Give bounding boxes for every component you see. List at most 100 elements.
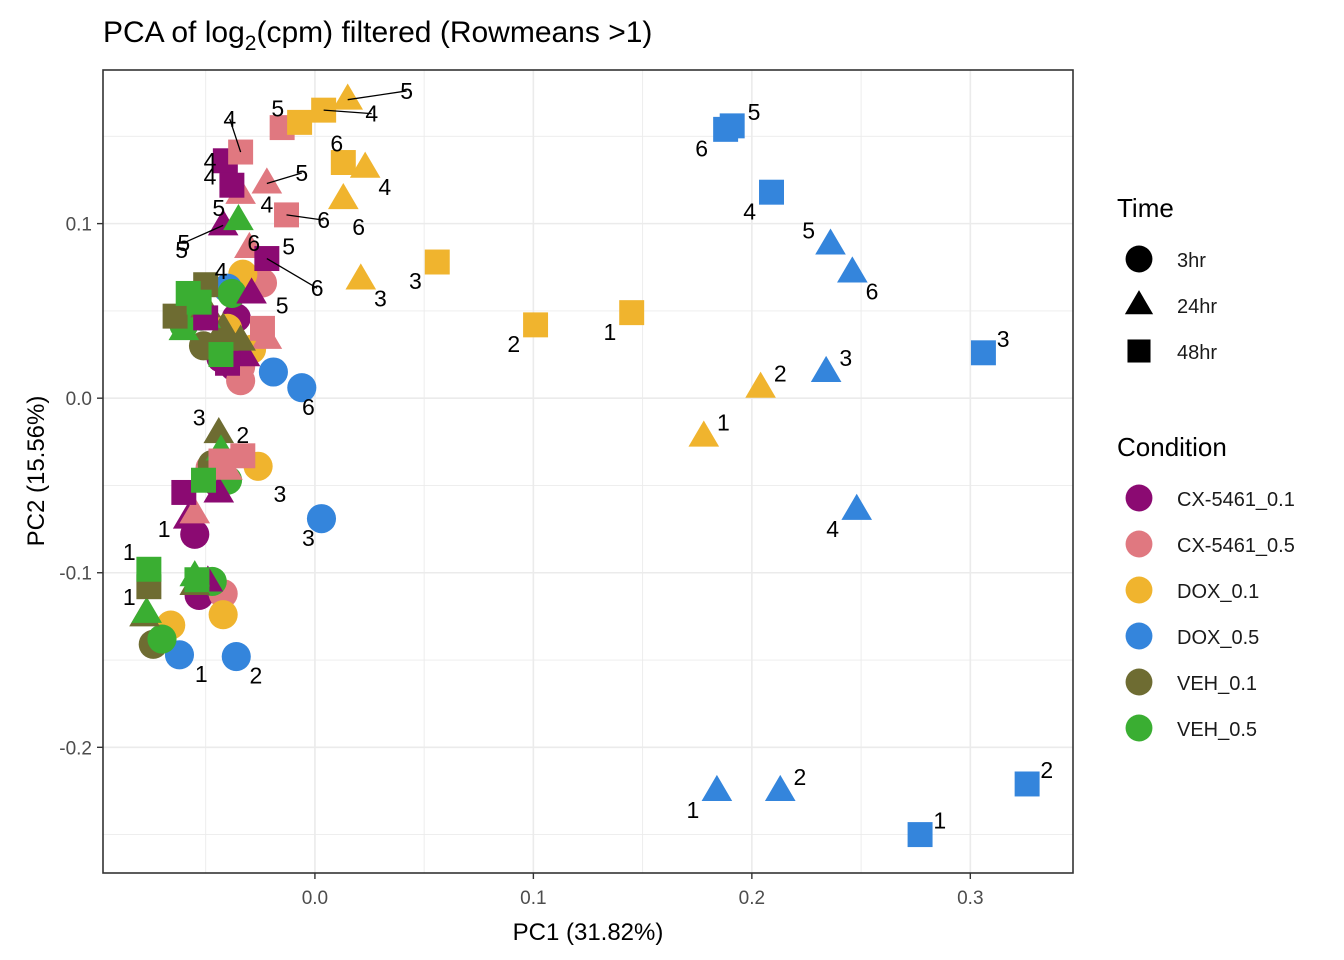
chart-title-subscript: 2 <box>245 32 257 55</box>
data-point <box>287 373 317 403</box>
data-point <box>251 167 283 194</box>
data-point <box>136 556 162 582</box>
data-point <box>179 497 211 524</box>
point-label: 4 <box>223 106 236 132</box>
point-label: 6 <box>317 207 330 233</box>
point-label: 5 <box>177 230 190 256</box>
data-point <box>349 151 381 178</box>
point-label: 2 <box>507 331 520 357</box>
data-point <box>186 289 212 315</box>
data-point <box>907 822 933 848</box>
point-label: 5 <box>295 160 308 186</box>
data-point <box>713 116 739 142</box>
point-label: 2 <box>774 361 787 387</box>
legend-condition-key <box>1125 714 1153 742</box>
x-tick-label: 0.3 <box>957 888 983 909</box>
point-label: 5 <box>748 99 761 125</box>
x-axis-title: PC1 (31.82%) <box>513 919 664 946</box>
data-point <box>841 493 873 520</box>
legend-time-key <box>1127 339 1151 363</box>
label-leader-line <box>229 118 242 153</box>
point-label: 6 <box>352 214 365 240</box>
legend-time-label: 48hr <box>1177 342 1217 364</box>
x-axis-ticks: 0.0 0.1 0.2 0.3 <box>302 873 984 909</box>
y-axis-ticks: -0.2 -0.1 0.0 0.1 <box>59 215 103 759</box>
label-leader-line <box>266 257 318 289</box>
data-point <box>424 249 450 275</box>
point-label: 2 <box>250 663 263 689</box>
chart-title-rest: (cpm) filtered (Rowmeans >1) <box>256 16 652 49</box>
legend-time: Time 3hr 24hr 48hr <box>1117 193 1217 364</box>
data-point <box>184 567 210 593</box>
data-point <box>207 312 239 339</box>
point-label: 4 <box>365 101 378 127</box>
data-point <box>330 150 356 175</box>
x-tick-label: 0.2 <box>739 888 765 909</box>
data-point <box>759 179 784 205</box>
data-point <box>764 774 796 801</box>
legend-condition-key <box>1125 622 1153 650</box>
data-point <box>131 596 163 623</box>
point-label: 5 <box>802 218 815 244</box>
data-point <box>147 624 177 654</box>
point-label: 3 <box>193 404 206 430</box>
point-label: 3 <box>302 525 315 551</box>
point-label: 3 <box>374 286 387 312</box>
point-label: 6 <box>311 275 324 301</box>
data-point <box>208 342 234 368</box>
data-point <box>236 277 267 304</box>
point-label: 5 <box>400 78 413 104</box>
point-label: 2 <box>1040 757 1053 783</box>
legend-condition-label: CX-5461_0.1 <box>1177 489 1295 511</box>
data-point <box>230 443 256 469</box>
data-point <box>258 357 288 387</box>
legend-condition-key <box>1125 484 1153 512</box>
point-label: 1 <box>603 319 616 345</box>
data-points <box>129 83 1040 848</box>
panel-border <box>102 69 1074 874</box>
point-label: 6 <box>247 230 260 256</box>
point-label: 5 <box>282 233 295 259</box>
point-label: 5 <box>175 237 188 263</box>
legend-condition-key <box>1125 576 1153 604</box>
data-point <box>745 371 776 398</box>
point-label: 1 <box>933 808 946 834</box>
label-leader-line <box>183 224 224 244</box>
legend-time-key <box>1124 290 1154 315</box>
data-point <box>815 228 846 255</box>
data-point <box>208 600 238 630</box>
data-point <box>203 416 235 444</box>
data-point <box>219 172 245 198</box>
point-label: 5 <box>276 293 289 319</box>
label-leader-line <box>347 90 407 101</box>
data-point <box>332 83 363 110</box>
data-point <box>1014 771 1040 797</box>
legend-time-title: Time <box>1117 193 1174 223</box>
legend-condition-label: DOX_0.5 <box>1177 627 1259 649</box>
legend-condition-key <box>1125 668 1153 696</box>
point-label: 1 <box>158 516 171 542</box>
data-point <box>345 263 377 290</box>
point-label: 4 <box>826 516 839 542</box>
point-label: 3 <box>274 481 287 507</box>
point-label: 3 <box>997 326 1010 352</box>
point-label: 1 <box>717 410 730 436</box>
y-tick-label: 0.0 <box>66 389 92 410</box>
point-label: 1 <box>123 584 136 610</box>
data-point <box>619 300 645 326</box>
point-label: 5 <box>271 95 284 121</box>
data-point <box>970 340 996 366</box>
y-tick-label: -0.1 <box>59 564 92 585</box>
x-tick-label: 0.1 <box>520 888 546 909</box>
point-label: 1 <box>686 797 699 823</box>
legend-time-key <box>1125 245 1153 273</box>
chart-title-main: PCA of log <box>103 16 245 49</box>
point-label: 4 <box>260 191 273 217</box>
data-point <box>688 420 720 447</box>
y-tick-label: 0.1 <box>66 215 92 236</box>
point-label: 4 <box>743 198 756 224</box>
legend-condition-title: Condition <box>1117 432 1227 462</box>
